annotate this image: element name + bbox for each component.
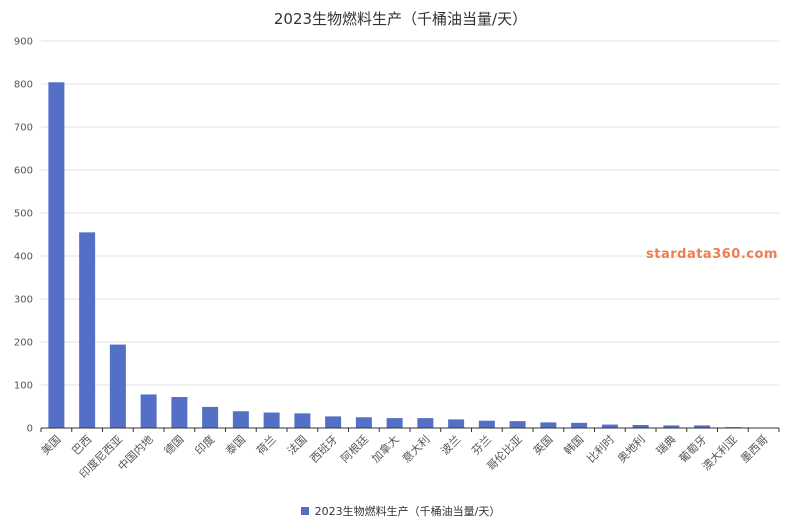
bar-奥地利[interactable]	[632, 424, 649, 428]
y-tick-label: 300	[14, 295, 33, 306]
x-tick-label: 奥地利	[615, 432, 648, 465]
x-tick-label: 芬兰	[469, 433, 494, 458]
bar-意大利[interactable]	[417, 418, 434, 428]
y-tick-label: 500	[14, 209, 33, 220]
x-tick-label: 荷兰	[254, 433, 279, 458]
legend-label: 2023生物燃料生产（千桶油当量/天）	[314, 505, 501, 518]
y-tick-label: 400	[14, 252, 33, 263]
x-tick-label: 西班牙	[308, 433, 341, 466]
y-tick-label: 200	[14, 338, 33, 349]
y-tick-label: 600	[14, 166, 33, 177]
bars	[48, 82, 772, 429]
x-tick-label: 德国	[161, 432, 186, 457]
y-tick-label: 900	[14, 37, 33, 48]
bar-法国[interactable]	[294, 413, 311, 428]
x-tick-label: 阿根廷	[338, 432, 371, 465]
bar-哥伦比亚[interactable]	[509, 421, 526, 428]
x-tick-label: 比利时	[584, 433, 617, 466]
x-tick-label: 韩国	[561, 432, 586, 457]
bar-西班牙[interactable]	[325, 416, 342, 428]
bar-芬兰[interactable]	[478, 420, 495, 428]
bar-阿根廷[interactable]	[355, 417, 372, 428]
bar-中国内地[interactable]	[140, 394, 157, 428]
x-tick-label: 印度	[192, 432, 217, 457]
bar-荷兰[interactable]	[263, 412, 280, 428]
y-axis: 0 100 200 300 400 500 600 700 800 900	[14, 37, 33, 435]
x-tick-label: 英国	[530, 432, 555, 457]
bar-印度尼西亚[interactable]	[109, 344, 126, 428]
y-tick-label: 700	[14, 123, 33, 134]
bar-印度[interactable]	[202, 406, 219, 428]
legend-swatch	[300, 507, 309, 515]
x-tick-label: 加拿大	[369, 432, 402, 465]
legend[interactable]: 2023生物燃料生产（千桶油当量/天）	[0, 503, 801, 519]
x-tick-label: 意大利	[399, 432, 432, 465]
x-tick-label: 瑞典	[653, 432, 678, 457]
bar-美国[interactable]	[48, 82, 65, 428]
grid-lines	[41, 40, 779, 429]
x-tick-label: 巴西	[69, 433, 94, 458]
x-tick-label: 波兰	[438, 433, 463, 458]
watermark: stardata360.com	[646, 247, 778, 262]
x-tick-label: 墨西哥	[738, 433, 771, 466]
chart-title: 2023生物燃料生产（千桶油当量/天）	[273, 10, 528, 28]
bar-葡萄牙[interactable]	[694, 425, 711, 428]
bar-比利时[interactable]	[601, 424, 618, 428]
bar-加拿大[interactable]	[386, 418, 403, 428]
y-tick-label: 0	[27, 424, 33, 435]
bar-瑞典[interactable]	[663, 425, 680, 428]
y-tick-label: 800	[14, 80, 33, 91]
x-tick-label: 法国	[284, 432, 309, 457]
x-tick-label: 美国	[39, 433, 64, 458]
bar-韩国[interactable]	[571, 422, 588, 428]
bar-德国[interactable]	[171, 397, 188, 428]
bar-巴西[interactable]	[79, 232, 96, 428]
bar-泰国[interactable]	[232, 411, 249, 428]
x-tick-label: 泰国	[223, 432, 248, 457]
bar-英国[interactable]	[540, 422, 557, 428]
bar-波兰[interactable]	[448, 419, 465, 428]
y-tick-label: 100	[14, 381, 33, 392]
